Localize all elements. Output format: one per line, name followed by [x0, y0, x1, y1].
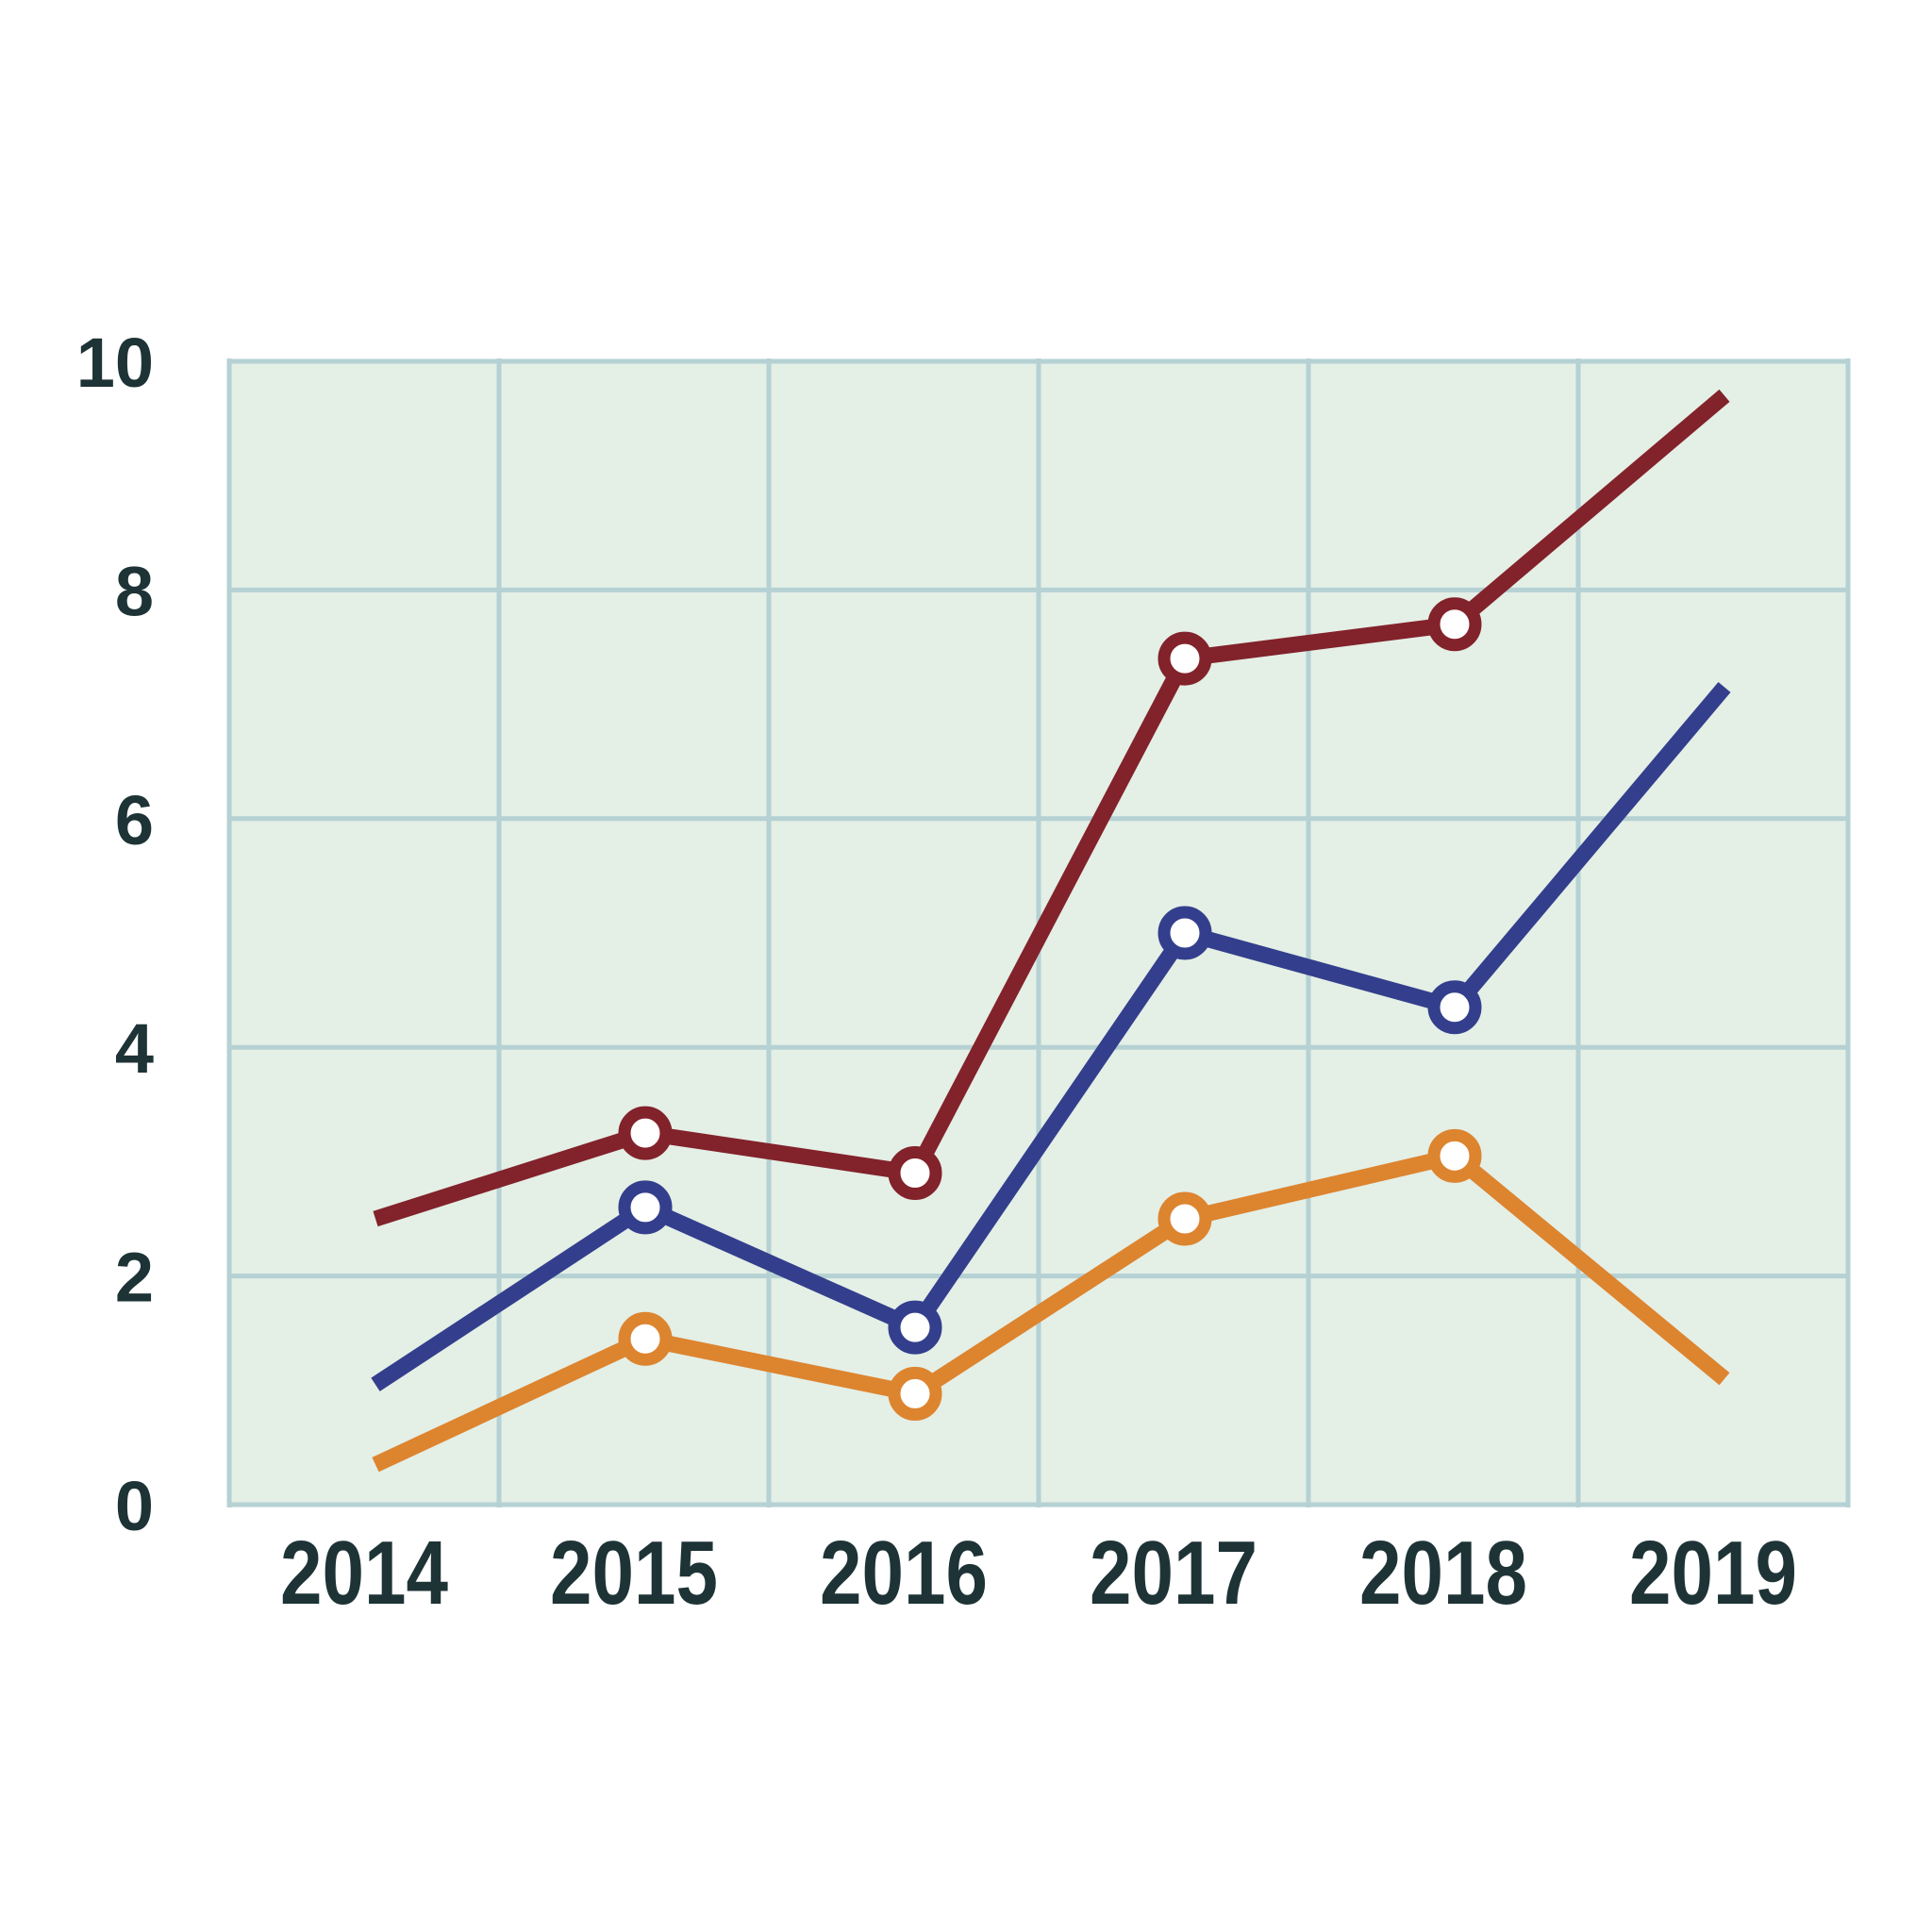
- data-point-marker: [1158, 631, 1212, 686]
- series-path: [371, 681, 1731, 1391]
- y-tick-label: 6: [115, 781, 154, 859]
- y-tick-label: 0: [115, 1467, 154, 1545]
- series-line-2: [371, 681, 1731, 1391]
- data-series: [371, 389, 1731, 1473]
- series-line-1: [373, 389, 1730, 1227]
- data-point-marker: [618, 1106, 673, 1160]
- y-tick-label: 10: [76, 324, 154, 402]
- series-line-3: [372, 1128, 1730, 1473]
- data-point-marker: [1427, 1128, 1482, 1183]
- data-point-marker: [1158, 906, 1212, 960]
- data-point-marker: [888, 1366, 942, 1421]
- y-tick-label: 4: [115, 1009, 154, 1088]
- y-axis-tick-labels: 0 2 4 6 8 10: [76, 324, 154, 1545]
- x-tick-label: 2017: [1090, 1523, 1257, 1624]
- x-tick-label: 2018: [1359, 1523, 1527, 1624]
- data-point-marker: [618, 1180, 673, 1235]
- data-point-marker: [888, 1300, 942, 1355]
- data-point-marker: [1427, 980, 1482, 1035]
- data-point-marker: [618, 1311, 673, 1366]
- data-point-marker: [888, 1146, 942, 1201]
- data-point-marker: [1158, 1191, 1212, 1246]
- y-tick-label: 8: [115, 552, 154, 630]
- x-tick-label: 2015: [550, 1523, 718, 1624]
- series-path: [372, 1147, 1730, 1473]
- series-path: [373, 389, 1730, 1227]
- x-tick-label: 2014: [280, 1523, 448, 1624]
- x-tick-label: 2016: [820, 1523, 988, 1624]
- x-axis-tick-labels: 2014 2015 2016 2017 2018 2019: [280, 1523, 1797, 1624]
- y-tick-label: 2: [115, 1239, 154, 1317]
- data-point-marker: [1427, 597, 1482, 652]
- x-tick-label: 2019: [1629, 1523, 1797, 1624]
